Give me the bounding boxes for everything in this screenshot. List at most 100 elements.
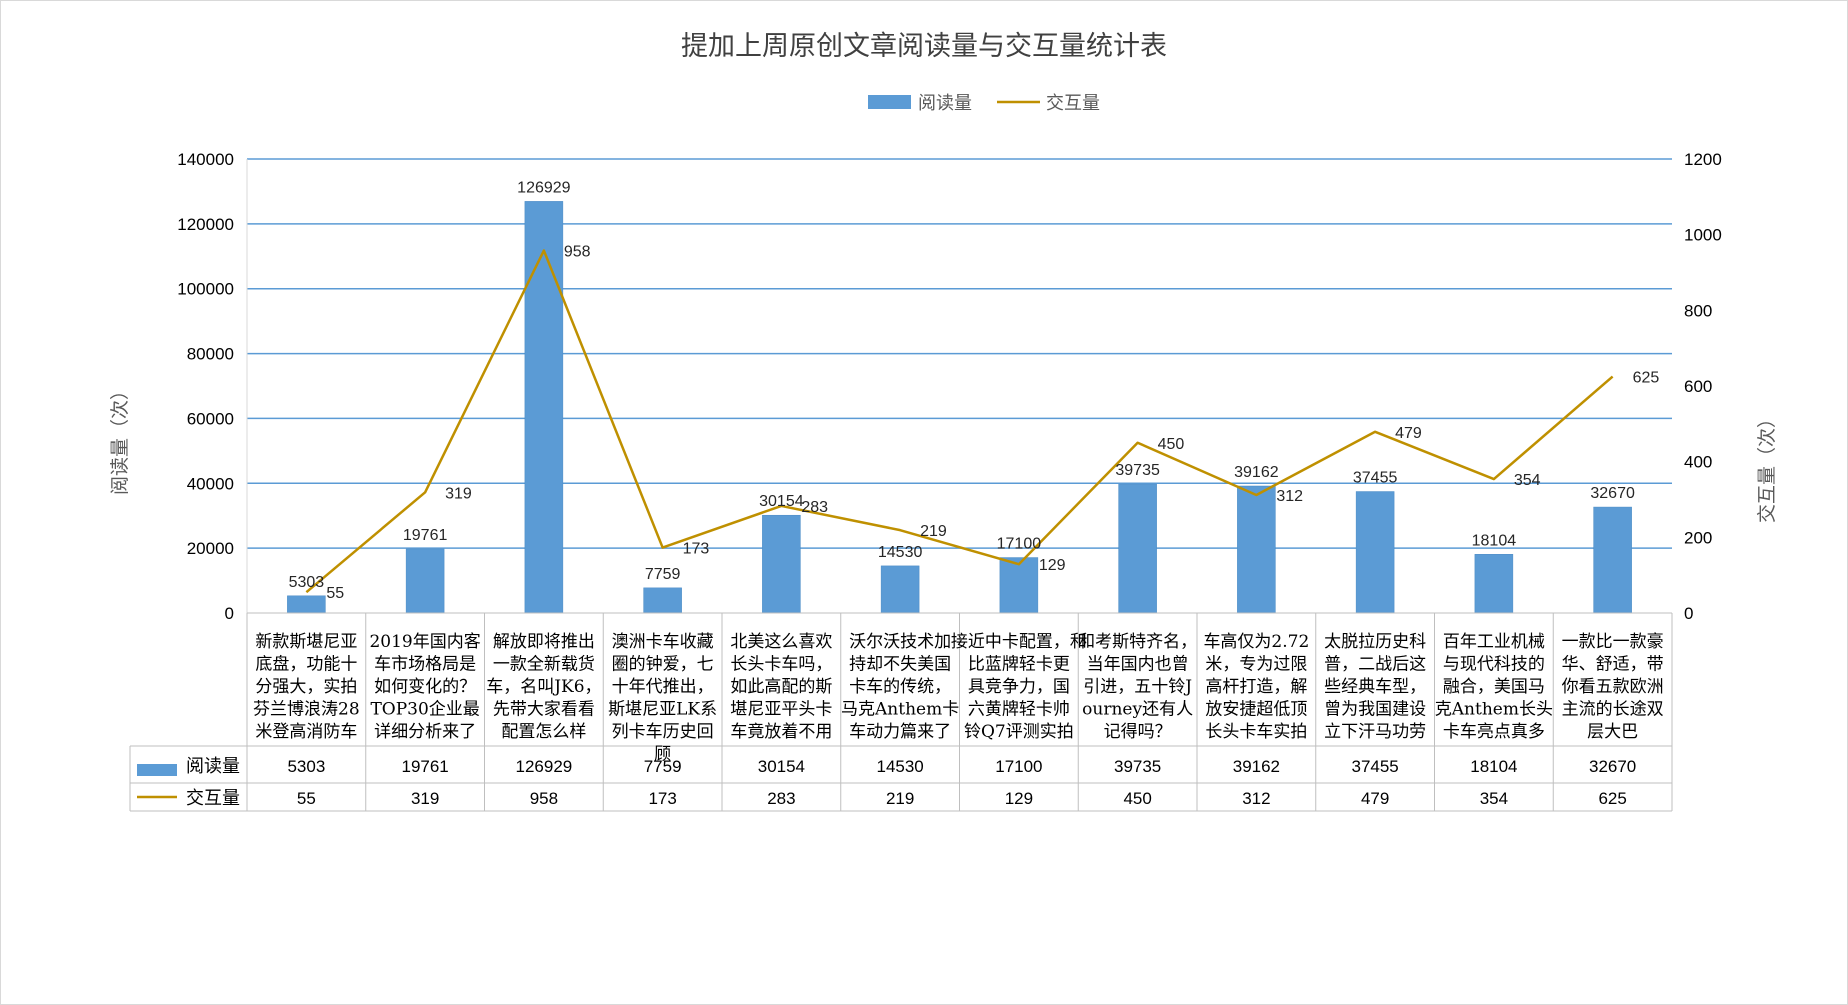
line-data-label: 958 xyxy=(564,244,591,261)
legend-swatch-bar xyxy=(868,95,911,109)
table-cell-interactions: 354 xyxy=(1480,789,1508,808)
line-data-label: 450 xyxy=(1158,436,1185,453)
bar xyxy=(524,201,564,614)
line-data-label: 354 xyxy=(1514,472,1541,489)
bar xyxy=(405,548,445,614)
table-cell-reads: 39162 xyxy=(1233,757,1280,776)
category-label: 百年工业机械与现代科技的融合，美国马克Anthem长头卡车亮点真多 xyxy=(1435,632,1553,742)
table-cell-reads: 5303 xyxy=(287,757,325,776)
category-label: 新款斯堪尼亚底盘，功能十分强大，实拍芬兰博浪涛28 米登高消防车 xyxy=(253,632,360,742)
line-path xyxy=(305,249,1614,594)
legend: 阅读量 交互量 xyxy=(868,93,1100,114)
bar xyxy=(999,557,1039,614)
bar-data-label: 30154 xyxy=(759,493,804,510)
table-cell-reads: 19761 xyxy=(401,757,448,776)
bar xyxy=(1474,554,1514,614)
table-cell-reads: 18104 xyxy=(1470,757,1517,776)
y2-tick-label: 200 xyxy=(1684,528,1712,547)
table-cell-reads: 37455 xyxy=(1351,757,1398,776)
bar xyxy=(880,565,920,614)
table-cell-interactions: 450 xyxy=(1123,789,1151,808)
category-label: 一款比一款豪华、舒适，带你看五款欧洲主流的长途双层大巴 xyxy=(1562,631,1664,742)
bar-data-label: 126929 xyxy=(517,179,570,196)
line-data-label: 312 xyxy=(1276,488,1303,505)
gridlines xyxy=(247,158,1672,549)
data-labels: 5303 19761 126929 7759 30154 14530 17100 39735 3… xyxy=(289,179,1660,602)
table-cell-interactions: 129 xyxy=(1005,789,1033,808)
y2-tick-label: 600 xyxy=(1684,377,1712,396)
bar xyxy=(762,514,801,614)
bar xyxy=(1237,485,1276,614)
category-label: 2019年国内客车市场格局是如何变化的？ TOP30企业最详细分析来了 xyxy=(369,632,480,742)
y-tick-label: 100000 xyxy=(177,280,234,299)
y2-tick-label: 800 xyxy=(1684,301,1712,320)
bar-data-label: 17100 xyxy=(997,536,1042,553)
table-cell-interactions: 958 xyxy=(530,789,558,808)
table-cell-reads: 17100 xyxy=(995,757,1042,776)
table-cell-interactions: 55 xyxy=(297,789,316,808)
table-cell-interactions: 173 xyxy=(648,789,676,808)
y-tick-label: 40000 xyxy=(187,474,234,493)
legend-label-reads: 阅读量 xyxy=(918,93,972,114)
line-data-label: 129 xyxy=(1039,557,1066,574)
category-label: 解放即将推出一款全新载货车，名叫JK6，先带大家看看配置怎么样 xyxy=(486,632,601,742)
axes: 0 20000 40000 60000 80000 100000 120000 140000 0… xyxy=(109,150,1778,623)
table-cell-reads: 7759 xyxy=(644,757,682,776)
y2-tick-label: 400 xyxy=(1684,453,1712,472)
bar xyxy=(643,587,682,614)
line-data-label: 173 xyxy=(683,541,710,558)
table-cell-reads: 126929 xyxy=(516,757,573,776)
table-cell-interactions: 283 xyxy=(767,789,795,808)
bar-data-label: 37455 xyxy=(1353,470,1398,487)
line-data-label: 625 xyxy=(1633,370,1660,387)
bar-data-label: 39162 xyxy=(1234,464,1279,481)
table-cell-reads: 32670 xyxy=(1589,757,1636,776)
bar xyxy=(1118,483,1157,614)
bar-data-label: 19761 xyxy=(403,527,448,544)
bar xyxy=(1355,491,1395,614)
table-cell-reads: 39735 xyxy=(1114,757,1161,776)
bar xyxy=(287,595,326,614)
table-cell-interactions: 319 xyxy=(411,789,439,808)
y-tick-label: 80000 xyxy=(187,345,234,364)
bar-data-label: 32670 xyxy=(1590,485,1635,502)
table-cell-reads: 14530 xyxy=(876,757,923,776)
y-tick-label: 20000 xyxy=(187,539,234,558)
bar-data-label: 39735 xyxy=(1115,462,1160,479)
category-label: 太脱拉历史科普，二战后这些经典车型，曾为我国建设立下汗马功劳 xyxy=(1324,632,1426,742)
line-data-label: 479 xyxy=(1395,425,1422,442)
legend-label-interactions: 交互量 xyxy=(1046,93,1100,114)
bar-data-label: 14530 xyxy=(878,544,923,561)
y-tick-label: 140000 xyxy=(177,150,234,169)
y2-axis-title: 交互量（次） xyxy=(1756,409,1778,523)
category-label: 北美这么喜欢长头卡车吗，如此高配的斯堪尼亚平头卡车竟放着不用 xyxy=(730,632,832,742)
y-tick-label: 120000 xyxy=(177,215,234,234)
table-cell-reads: 30154 xyxy=(758,757,805,776)
y-tick-label: 0 xyxy=(225,604,234,623)
bar-data-label: 18104 xyxy=(1472,532,1517,549)
table-row-header-interactions: 交互量 xyxy=(186,788,240,809)
line-data-label: 319 xyxy=(445,485,472,502)
bar-data-label: 7759 xyxy=(645,566,681,583)
bars xyxy=(287,201,1632,614)
y2-tick-label: 1200 xyxy=(1684,150,1722,169)
category-label: 接近中卡配置，和比蓝牌轻卡更具竞争力，国六黄牌轻卡帅铃Q7评测实拍 xyxy=(951,632,1087,742)
table-row-header-reads: 阅读量 xyxy=(186,756,240,777)
category-label: 澳洲卡车收藏圈的钟爱，七十年代推出，斯堪尼亚LK系列卡车历史回顾 xyxy=(608,632,717,765)
table-key-bar xyxy=(137,764,177,776)
y-tick-label: 60000 xyxy=(187,409,234,428)
category-label: 车高仅为2.72 米，专为过限高杆打造，解放安捷超低顶长头卡车实拍 xyxy=(1203,632,1309,742)
y2-tick-label: 1000 xyxy=(1684,226,1722,245)
table-cell-interactions: 219 xyxy=(886,789,914,808)
data-table: 新款斯堪尼亚底盘，功能十分强大，实拍芬兰博浪涛28 米登高消防车2019年国内客车… xyxy=(129,612,1673,812)
line-data-label: 219 xyxy=(920,523,947,540)
y-axis-title: 阅读量（次） xyxy=(109,381,131,495)
line-series xyxy=(305,249,1614,594)
y2-tick-label: 0 xyxy=(1684,604,1693,623)
category-label: 和考斯特齐名，当年国内也曾引进，五十铃J ourney还有人记得吗？ xyxy=(1078,632,1197,742)
line-data-label: 55 xyxy=(326,585,344,602)
bar-data-label: 5303 xyxy=(289,574,325,591)
category-label: 沃尔沃技术加持却不失美国卡车的传统，马克Anthem卡车动力篇来了 xyxy=(841,632,959,742)
chart-title: 提加上周原创文章阅读量与交互量统计表 xyxy=(681,31,1167,62)
